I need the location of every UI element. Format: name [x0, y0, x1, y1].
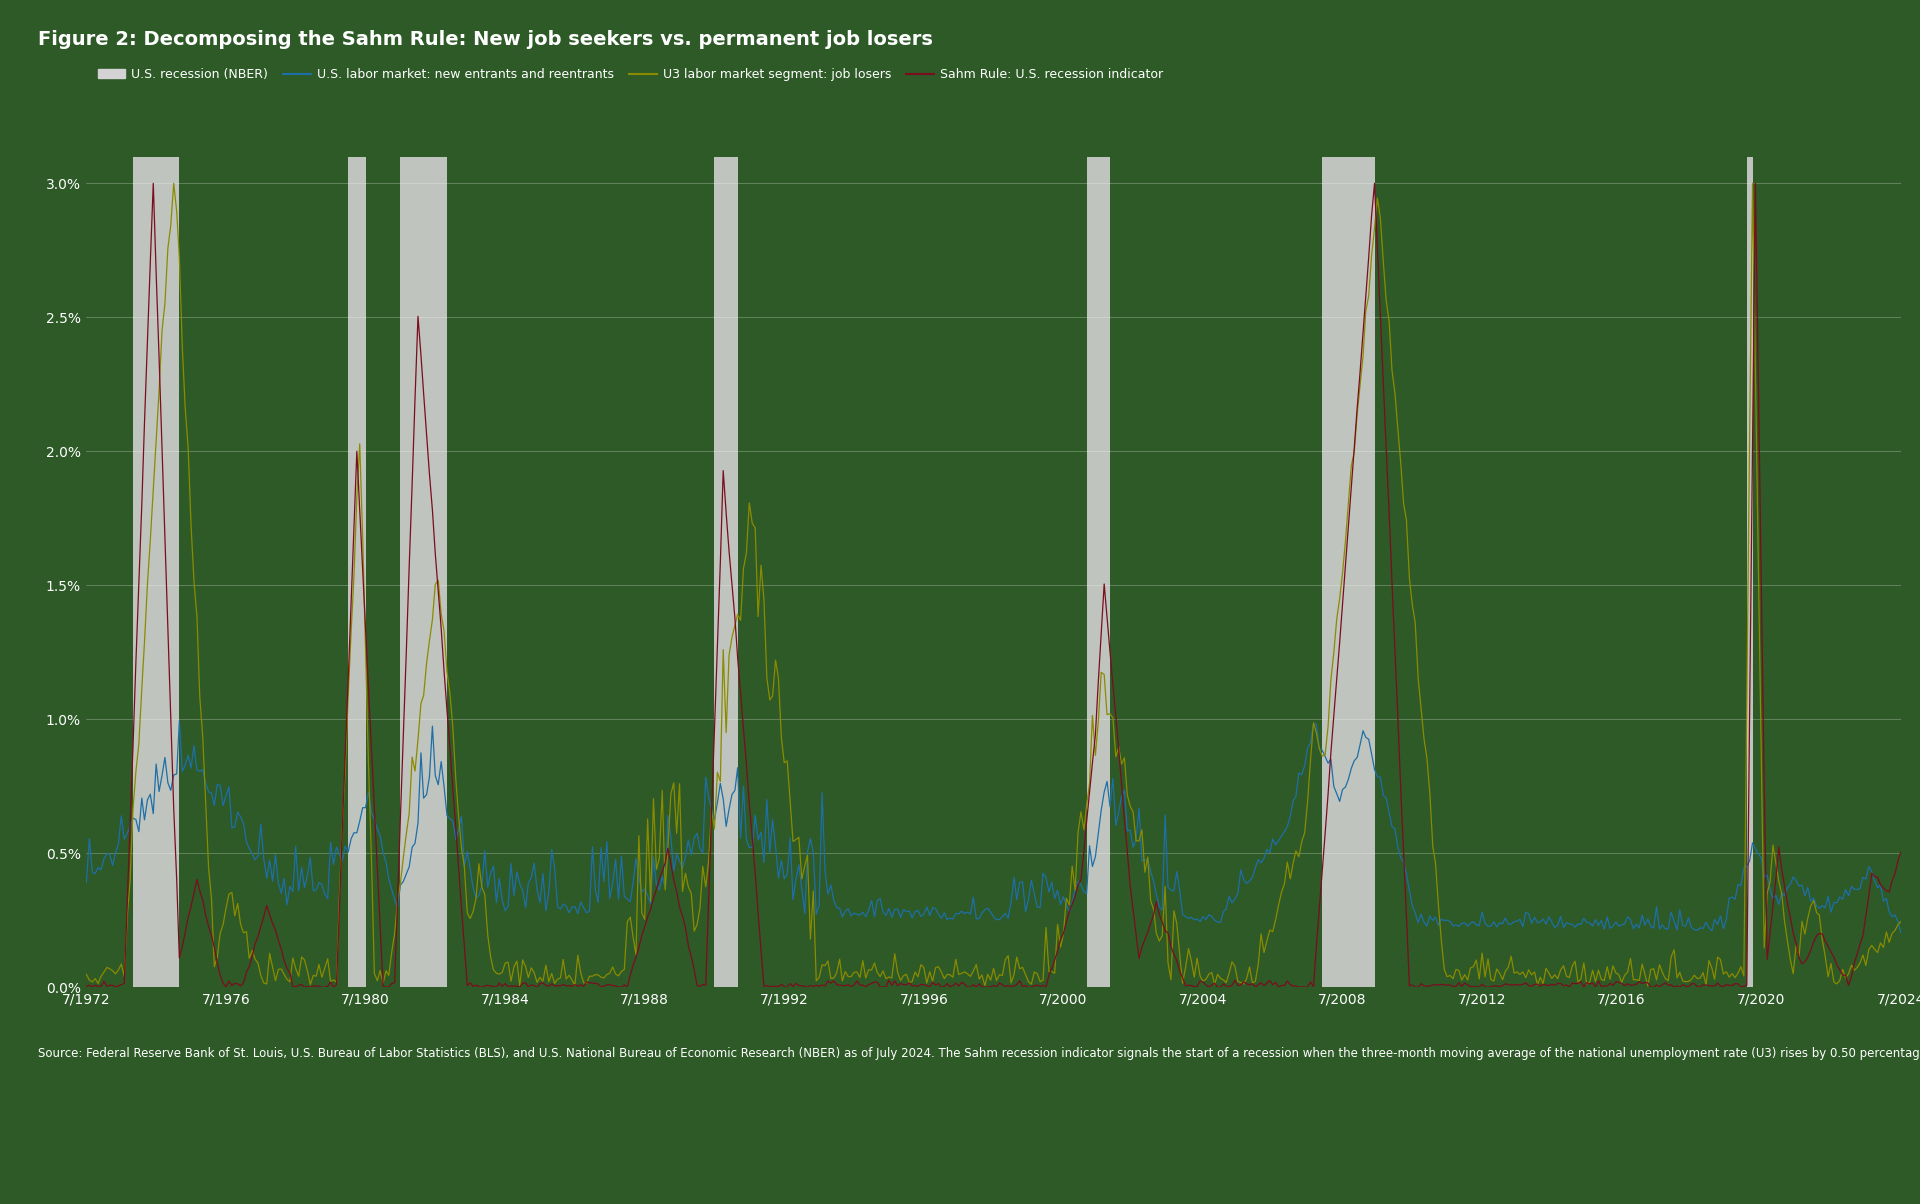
Bar	[1323, 157, 1375, 987]
Bar	[714, 157, 737, 987]
Bar	[401, 157, 447, 987]
Text: Figure 2: Decomposing the Sahm Rule: New job seekers vs. permanent job losers: Figure 2: Decomposing the Sahm Rule: New…	[38, 30, 933, 49]
Bar	[348, 157, 365, 987]
Bar	[1747, 157, 1753, 987]
Legend: U.S. recession (NBER), U.S. labor market: new entrants and reentrants, U3 labor : U.S. recession (NBER), U.S. labor market…	[92, 63, 1167, 85]
Text: Source: Federal Reserve Bank of St. Louis, U.S. Bureau of Labor Statistics (BLS): Source: Federal Reserve Bank of St. Loui…	[38, 1047, 1920, 1061]
Bar	[132, 157, 179, 987]
Bar	[1087, 157, 1110, 987]
